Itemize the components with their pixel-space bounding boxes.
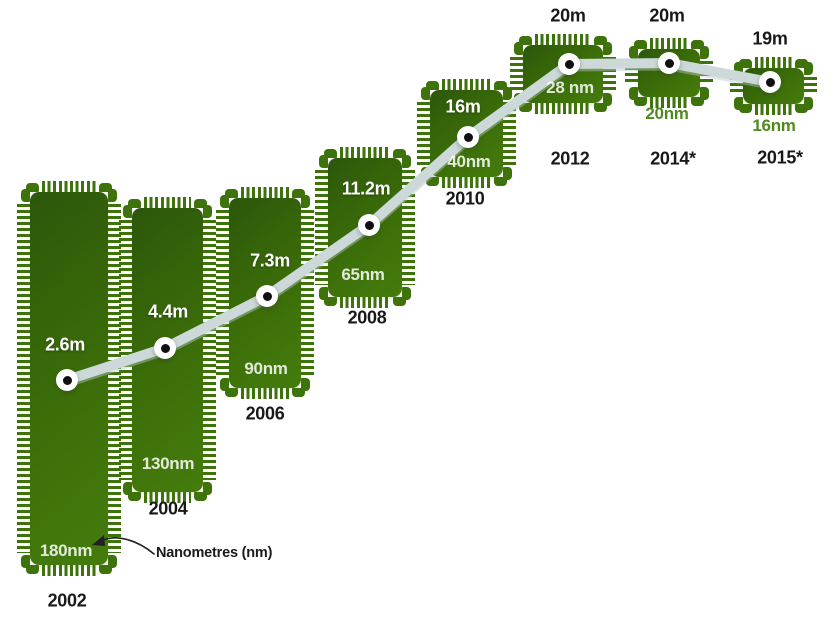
chip-pins-top	[225, 187, 305, 198]
chip-pins-right	[804, 62, 817, 110]
transistor-count-label: 20m	[550, 5, 586, 26]
chip-pins-bottom	[426, 177, 507, 188]
transistor-count-label: 19m	[752, 28, 788, 49]
data-point-2010	[457, 126, 479, 148]
chip-pins-bottom	[519, 103, 607, 114]
chip-pins-left	[625, 46, 638, 100]
chip-pins-top	[128, 197, 207, 208]
process-node-label: 90nm	[244, 359, 288, 378]
nanometres-annotation: Nanometres (nm)	[156, 545, 273, 561]
chip-pins-right	[203, 205, 216, 495]
chip-pins-left	[216, 195, 229, 391]
chip-pins-left	[17, 189, 30, 568]
chip-pins-bottom	[324, 297, 406, 308]
transistor-count-label: 16m	[445, 96, 481, 117]
year-label: 2012	[550, 148, 590, 169]
year-label: 2008	[347, 307, 387, 328]
transistor-count-label: 4.4m	[148, 301, 188, 322]
chip-pins-top	[426, 79, 507, 90]
process-node-label: 16nm	[752, 116, 796, 135]
data-point-2015	[759, 71, 781, 93]
chip-pins-right	[402, 155, 415, 300]
chip-pins-bottom	[739, 104, 808, 115]
data-point-2012	[558, 53, 580, 75]
process-node-label: 65nm	[341, 265, 385, 284]
chip-pins-top	[26, 181, 112, 192]
process-node-label: 40nm	[447, 152, 491, 171]
chip-pins-left	[510, 42, 523, 106]
data-point-2006	[256, 285, 278, 307]
year-label: 2015*	[757, 147, 803, 168]
process-node-label: 130nm	[141, 454, 195, 473]
year-label: 2014*	[650, 148, 696, 169]
transistor-count-label: 2.6m	[45, 334, 85, 355]
year-label: 2006	[245, 403, 285, 424]
year-label: 2002	[47, 590, 87, 611]
chip-pins-bottom	[128, 492, 207, 503]
chip-pins-right	[700, 46, 713, 100]
data-point-2004	[154, 337, 176, 359]
year-label: 2010	[445, 188, 485, 209]
data-point-2014	[658, 52, 680, 74]
process-node-label: 180nm	[39, 541, 93, 560]
chip-pins-right	[301, 195, 314, 391]
chip-pins-left	[730, 62, 743, 110]
chip-pins-top	[324, 147, 406, 158]
chip-pins-top	[739, 57, 808, 68]
chip-pins-top	[634, 38, 704, 49]
chip-pins-left	[417, 87, 430, 180]
chip-pins-right	[603, 42, 616, 106]
transistor-count-label: 20m	[649, 5, 685, 26]
data-point-2002	[56, 369, 78, 391]
chip-pins-bottom	[26, 565, 112, 576]
process-node-label: 20nm	[645, 104, 689, 123]
chip-pins-left	[315, 155, 328, 300]
transistor-count-label: 11.2m	[341, 178, 391, 199]
chip-pins-right	[503, 87, 516, 180]
chip-pins-bottom	[225, 388, 305, 399]
data-point-2008	[358, 214, 380, 236]
process-node-label: 28 nm	[546, 78, 594, 97]
chip-pins-top	[519, 34, 607, 45]
transistor-count-label: 7.3m	[250, 250, 290, 271]
chip-pins-left	[119, 205, 132, 495]
year-label: 2004	[148, 498, 188, 519]
